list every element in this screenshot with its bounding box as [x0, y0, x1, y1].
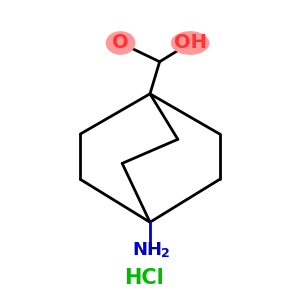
Ellipse shape	[172, 32, 209, 54]
Text: OH: OH	[174, 34, 207, 52]
Text: HCl: HCl	[124, 268, 164, 288]
Text: O: O	[112, 34, 129, 52]
Ellipse shape	[106, 32, 135, 54]
Text: 2: 2	[161, 248, 170, 260]
Text: NH: NH	[132, 241, 162, 259]
